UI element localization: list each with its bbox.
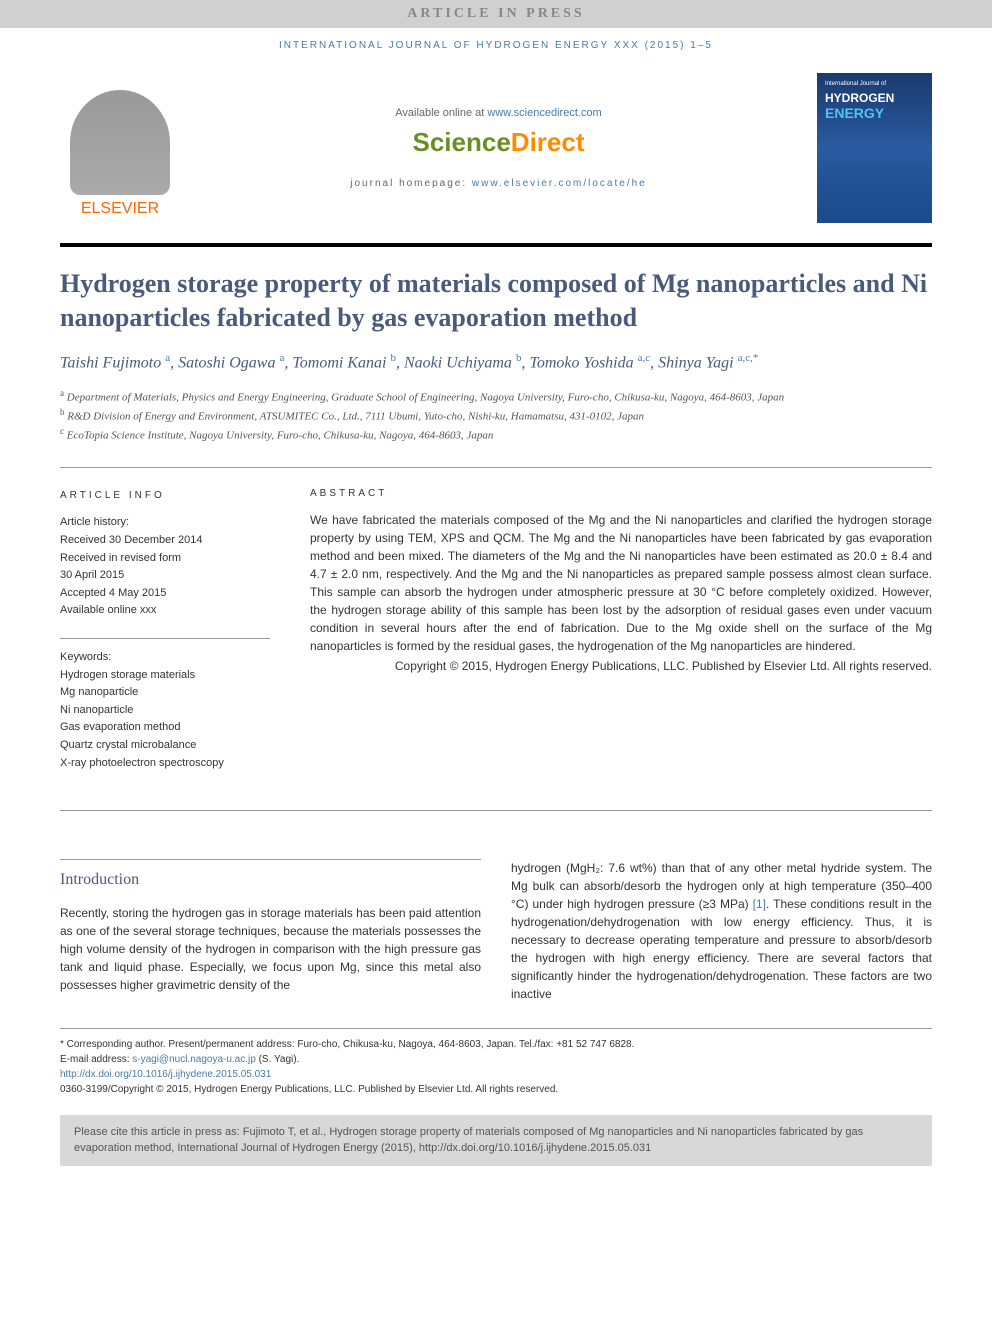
keyword-line: Quartz crystal microbalance — [60, 737, 270, 755]
affiliations-list: a Department of Materials, Physics and E… — [0, 387, 992, 459]
journal-reference: INTERNATIONAL JOURNAL OF HYDROGEN ENERGY… — [0, 28, 992, 63]
email-link[interactable]: s-yagi@nucl.nagoya-u.ac.jp — [132, 1054, 256, 1065]
cover-journal-label: International Journal of — [825, 81, 924, 87]
author-affiliation-sup: a — [165, 352, 170, 364]
author-affiliation-sup: a,c — [638, 352, 651, 364]
keyword-line: X-ray photoelectron spectroscopy — [60, 755, 270, 773]
author-name: Tomoko Yoshida — [529, 354, 637, 371]
sciencedirect-logo[interactable]: ScienceDirect — [200, 127, 797, 158]
keyword-line: Gas evaporation method — [60, 719, 270, 737]
citation-box: Please cite this article in press as: Fu… — [60, 1115, 932, 1166]
info-divider-top — [60, 467, 932, 468]
author-name: Shinya Yagi — [658, 354, 737, 371]
history-line: Available online xxx — [60, 602, 270, 620]
sciencedirect-url[interactable]: www.sciencedirect.com — [487, 107, 601, 119]
history-line: Received in revised form — [60, 550, 270, 568]
article-title: Hydrogen storage property of materials c… — [0, 247, 992, 350]
article-info-column: ARTICLE INFO Article history: Received 3… — [60, 488, 270, 790]
affiliation-line: a Department of Materials, Physics and E… — [60, 387, 932, 406]
corresponding-author: * Corresponding author. Present/permanen… — [60, 1037, 932, 1052]
abstract-column: ABSTRACT We have fabricated the material… — [310, 488, 932, 790]
cover-title-energy: ENERGY — [825, 105, 924, 121]
abstract-text: We have fabricated the materials compose… — [310, 511, 932, 655]
sd-science-text: Science — [413, 127, 511, 157]
history-line: Received 30 December 2014 — [60, 532, 270, 550]
info-abstract-row: ARTICLE INFO Article history: Received 3… — [0, 476, 992, 802]
author-name: Taishi Fujimoto — [60, 354, 165, 371]
author-affiliation-sup: b — [516, 352, 522, 364]
author-name: Naoki Uchiyama — [404, 354, 516, 371]
intro-paragraph-right: hydrogen (MgH₂: 7.6 wt%) than that of an… — [511, 859, 932, 1003]
footer-notes: * Corresponding author. Present/permanen… — [0, 1029, 992, 1107]
body-column-right: hydrogen (MgH₂: 7.6 wt%) than that of an… — [511, 859, 932, 1003]
info-divider-bottom — [60, 810, 932, 811]
history-label: Article history: — [60, 514, 270, 532]
history-line: Accepted 4 May 2015 — [60, 585, 270, 603]
cover-title-hydrogen: HYDROGEN — [825, 92, 924, 105]
author-name: Tomomi Kanai — [292, 354, 390, 371]
author-name: Satoshi Ogawa — [178, 354, 279, 371]
sd-direct-text: Direct — [511, 127, 585, 157]
header-center: Available online at www.sciencedirect.co… — [200, 107, 797, 189]
affiliation-line: c EcoTopia Science Institute, Nagoya Uni… — [60, 425, 932, 444]
keyword-line: Hydrogen storage materials — [60, 667, 270, 685]
journal-homepage: journal homepage: www.elsevier.com/locat… — [200, 178, 797, 189]
author-affiliation-sup: a — [279, 352, 284, 364]
article-in-press-banner: ARTICLE IN PRESS — [0, 0, 992, 28]
issn-copyright: 0360-3199/Copyright © 2015, Hydrogen Ene… — [60, 1082, 932, 1097]
elsevier-logo[interactable]: ELSEVIER — [60, 78, 180, 218]
affiliation-line: b R&D Division of Energy and Environment… — [60, 406, 932, 425]
abstract-copyright: Copyright © 2015, Hydrogen Energy Public… — [310, 659, 932, 673]
introduction-heading: Introduction — [60, 859, 481, 892]
intro-paragraph-left: Recently, storing the hydrogen gas in st… — [60, 904, 481, 994]
article-info-heading: ARTICLE INFO — [60, 488, 270, 504]
keywords-block: Keywords: Hydrogen storage materialsMg n… — [60, 649, 270, 772]
info-inner-divider — [60, 638, 270, 639]
article-history-block: Article history: Received 30 December 20… — [60, 514, 270, 620]
history-line: 30 April 2015 — [60, 567, 270, 585]
author-affiliation-sup: a,c,* — [738, 352, 759, 364]
elsevier-tree-icon — [70, 90, 170, 195]
keyword-line: Mg nanoparticle — [60, 684, 270, 702]
reference-link-1[interactable]: [1] — [753, 897, 766, 911]
header-section: ELSEVIER Available online at www.science… — [0, 63, 992, 243]
email-line: E-mail address: s-yagi@nucl.nagoya-u.ac.… — [60, 1052, 932, 1067]
abstract-heading: ABSTRACT — [310, 488, 932, 499]
elsevier-label: ELSEVIER — [81, 200, 159, 218]
body-column-left: Introduction Recently, storing the hydro… — [60, 859, 481, 1003]
keywords-label: Keywords: — [60, 649, 270, 667]
doi-link[interactable]: http://dx.doi.org/10.1016/j.ijhydene.201… — [60, 1067, 932, 1082]
keyword-line: Ni nanoparticle — [60, 702, 270, 720]
homepage-url[interactable]: www.elsevier.com/locate/he — [472, 178, 647, 189]
author-affiliation-sup: b — [390, 352, 396, 364]
available-online-text: Available online at www.sciencedirect.co… — [200, 107, 797, 119]
journal-cover-image: International Journal of HYDROGEN ENERGY — [817, 73, 932, 223]
body-two-column: Introduction Recently, storing the hydro… — [0, 819, 992, 1018]
authors-list: Taishi Fujimoto a, Satoshi Ogawa a, Tomo… — [0, 350, 992, 387]
